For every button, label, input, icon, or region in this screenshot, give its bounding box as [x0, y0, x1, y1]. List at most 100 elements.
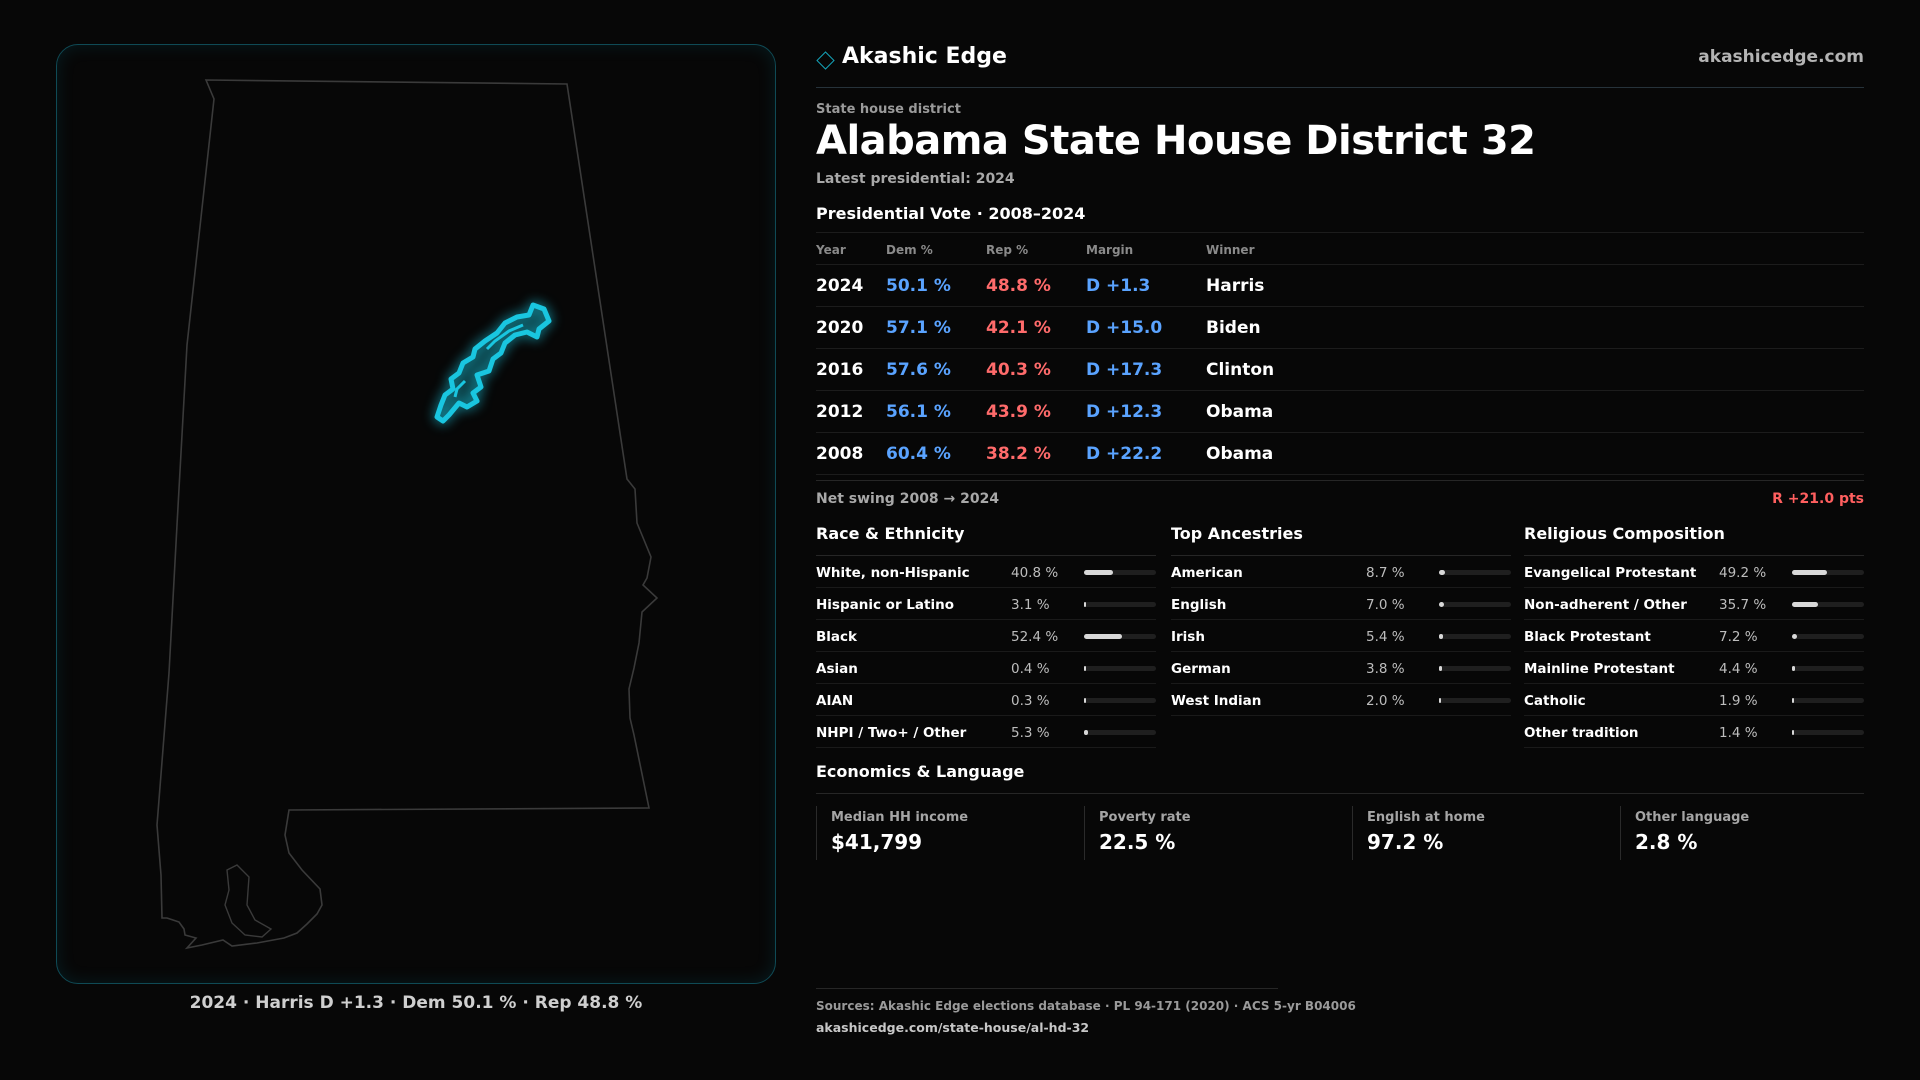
share-bar-fill — [1439, 570, 1446, 575]
share-bar — [1792, 698, 1864, 703]
alabama-map — [156, 79, 659, 950]
rep-cell: 42.1 % — [986, 318, 1051, 338]
presidential-vote-table: Year Dem % Rep % Margin Winner 2024 50.1… — [816, 232, 1864, 475]
list-item: Evangelical Protestant 49.2 % — [1524, 556, 1864, 588]
table-header: Year Dem % Rep % Margin Winner — [816, 233, 1864, 265]
sources-footer: Sources: Akashic Edge elections database… — [816, 988, 1356, 1035]
winner-cell: Obama — [1206, 402, 1274, 422]
list-item: NHPI / Two+ / Other 5.3 % — [816, 716, 1156, 748]
dem-cell: 57.1 % — [886, 318, 951, 338]
presidential-vote-heading: Presidential Vote · 2008–2024 — [816, 204, 1086, 223]
item-value: 52.4 % — [1011, 629, 1059, 645]
list-item: Black 52.4 % — [816, 620, 1156, 652]
stat-poverty-rate: Poverty rate 22.5 % — [1084, 806, 1334, 860]
rep-cell: 43.9 % — [986, 402, 1051, 422]
diamond-logo-icon — [816, 51, 835, 70]
stat-value: 97.2 % — [1367, 830, 1444, 854]
winner-cell: Biden — [1206, 318, 1261, 338]
share-bar — [1792, 602, 1864, 607]
col-winner: Winner — [1206, 243, 1255, 257]
margin-cell: D +15.0 — [1086, 318, 1163, 338]
item-label: English — [1171, 597, 1227, 613]
stat-other-language: Other language 2.8 % — [1620, 806, 1870, 860]
stat-value: $41,799 — [831, 830, 923, 854]
item-label: Other tradition — [1524, 725, 1639, 741]
item-label: German — [1171, 661, 1231, 677]
stat-value: 2.8 % — [1635, 830, 1698, 854]
district-32-shape — [434, 302, 552, 424]
col-year: Year — [816, 243, 846, 257]
winner-cell: Clinton — [1206, 360, 1275, 380]
share-bar — [1439, 602, 1511, 607]
share-bar-fill — [1792, 666, 1796, 671]
share-bar — [1792, 730, 1864, 735]
item-label: Asian — [816, 661, 858, 677]
item-label: AIAN — [816, 693, 854, 709]
list-item: Hispanic or Latino 3.1 % — [816, 588, 1156, 620]
share-bar — [1084, 634, 1156, 639]
district-map-panel — [56, 44, 776, 984]
net-swing-label: Net swing 2008 → 2024 — [816, 491, 1000, 507]
margin-cell: D +12.3 — [1086, 402, 1163, 422]
item-label: Hispanic or Latino — [816, 597, 954, 613]
list-item: German 3.8 % — [1171, 652, 1511, 684]
rep-cell: 38.2 % — [986, 444, 1051, 464]
list-item: West Indian 2.0 % — [1171, 684, 1511, 716]
year-cell: 2008 — [816, 444, 864, 464]
religious-composition-section: Religious Composition Evangelical Protes… — [1524, 522, 1864, 748]
item-value: 4.4 % — [1719, 661, 1758, 677]
share-bar-fill — [1439, 602, 1445, 607]
list-item: AIAN 0.3 % — [816, 684, 1156, 716]
item-value: 2.0 % — [1366, 693, 1405, 709]
share-bar — [1084, 730, 1156, 735]
economics-language-heading: Economics & Language — [816, 760, 1864, 794]
table-row: 2008 60.4 % 38.2 % D +22.2 Obama — [816, 433, 1864, 475]
item-value: 1.9 % — [1719, 693, 1758, 709]
year-cell: 2024 — [816, 276, 864, 296]
share-bar — [1084, 602, 1156, 607]
share-bar-fill — [1084, 602, 1087, 607]
share-bar-fill — [1439, 698, 1441, 703]
margin-cell: D +1.3 — [1086, 276, 1151, 296]
latest-presidential: Latest presidential: 2024 — [816, 171, 1015, 187]
item-label: NHPI / Two+ / Other — [816, 725, 967, 741]
dem-cell: 57.6 % — [886, 360, 951, 380]
brand-url[interactable]: akashicedge.com — [1698, 47, 1864, 67]
year-cell: 2012 — [816, 402, 864, 422]
item-value: 0.3 % — [1011, 693, 1050, 709]
item-label: Black — [816, 629, 858, 645]
list-item: Non-adherent / Other 35.7 % — [1524, 588, 1864, 620]
map-caption: 2024 · Harris D +1.3 · Dem 50.1 % · Rep … — [189, 993, 643, 1013]
stat-value: 22.5 % — [1099, 830, 1176, 854]
dem-cell: 50.1 % — [886, 276, 951, 296]
rep-cell: 48.8 % — [986, 276, 1051, 296]
section-title: Top Ancestries — [1171, 522, 1511, 556]
list-item: English 7.0 % — [1171, 588, 1511, 620]
source-url[interactable]: akashicedge.com/state-house/al-hd-32 — [816, 1020, 1090, 1035]
share-bar — [1084, 666, 1156, 671]
year-cell: 2020 — [816, 318, 864, 338]
item-value: 8.7 % — [1366, 565, 1405, 581]
section-title: Race & Ethnicity — [816, 522, 1156, 556]
winner-cell: Harris — [1206, 276, 1265, 296]
share-bar — [1084, 698, 1156, 703]
dem-cell: 56.1 % — [886, 402, 951, 422]
share-bar-fill — [1792, 634, 1798, 639]
share-bar-fill — [1439, 634, 1443, 639]
item-value: 35.7 % — [1719, 597, 1767, 613]
item-value: 1.4 % — [1719, 725, 1758, 741]
share-bar-fill — [1084, 570, 1114, 575]
item-value: 7.2 % — [1719, 629, 1758, 645]
item-value: 7.0 % — [1366, 597, 1405, 613]
stat-label: Poverty rate — [1099, 810, 1191, 825]
share-bar-fill — [1084, 730, 1088, 735]
district-type: State house district — [816, 102, 961, 117]
col-dem: Dem % — [886, 243, 933, 257]
race-ethnicity-section: Race & Ethnicity White, non-Hispanic 40.8… — [816, 522, 1156, 748]
state-outline — [156, 79, 659, 950]
list-item: Other tradition 1.4 % — [1524, 716, 1864, 748]
share-bar — [1439, 634, 1511, 639]
item-label: Catholic — [1524, 693, 1586, 709]
brand-header: Akashic Edge akashicedge.com — [816, 44, 1864, 88]
winner-cell: Obama — [1206, 444, 1274, 464]
